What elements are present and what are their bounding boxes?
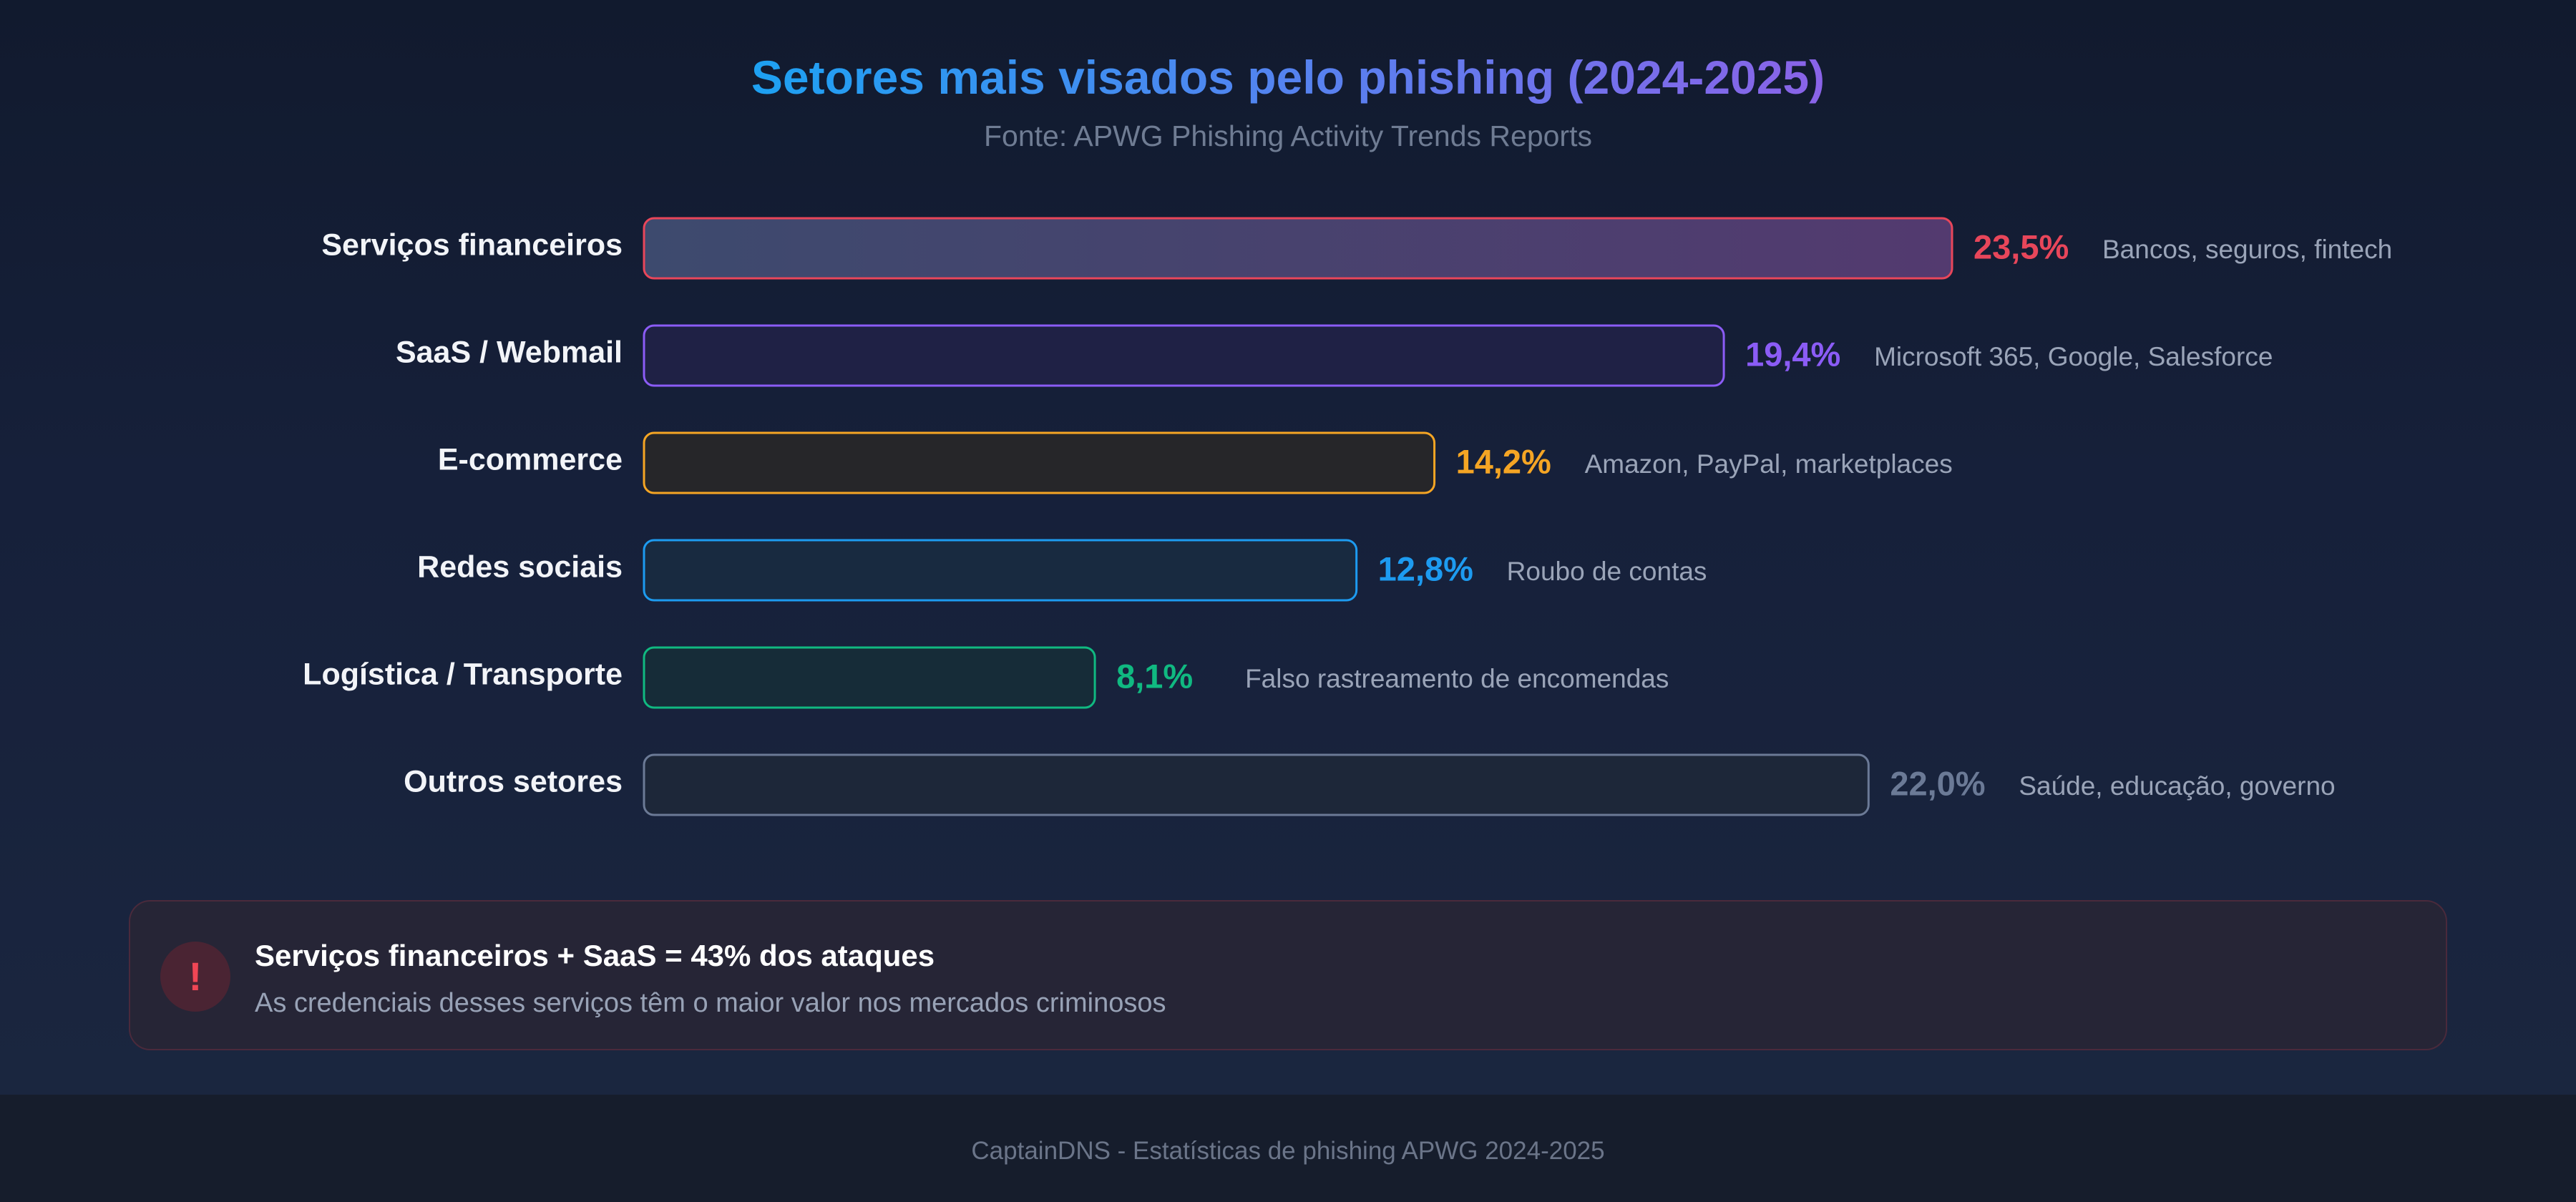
value-label: 23,5% [1974,228,2069,265]
category-label: Redes sociais [417,549,623,584]
value-label: 8,1% [1116,657,1193,695]
annotation-label: Roubo de contas [1507,557,1707,586]
annotation-label: Saúde, educação, governo [2019,771,2335,801]
category-label: Outros setores [404,764,623,798]
value-label: 22,0% [1890,764,1985,802]
insight-alert: ! Serviços financeiros + SaaS = 43% dos … [129,900,2447,1050]
bar [643,217,1953,280]
annotation-label: Microsoft 365, Google, Salesforce [1874,342,2273,371]
category-label: E-commerce [438,442,623,477]
annotation-label: Amazon, PayPal, marketplaces [1585,449,1953,479]
footer: CaptainDNS - Estatísticas de phishing AP… [0,1095,2576,1202]
chart-title: Setores mais visados pelo phishing (2024… [751,51,1825,104]
category-label: Logística / Transporte [303,657,623,691]
alert-title: Serviços financeiros + SaaS = 43% dos at… [255,939,935,972]
annotation-label: Bancos, seguros, fintech [2102,235,2392,264]
category-label: Serviços financeiros [321,228,623,262]
value-label: 14,2% [1456,442,1551,480]
bar [643,753,1870,816]
bar [643,431,1436,494]
bar [643,646,1096,709]
bar [643,539,1358,602]
bar-chart: Serviços financeiros 23,5% Bancos, seguros… [303,217,2392,816]
value-label: 19,4% [1745,335,1840,373]
alert-text: As credenciais desses serviços têm o mai… [255,988,1166,1018]
bar [643,324,1725,387]
footer-text: CaptainDNS - Estatísticas de phishing AP… [971,1137,1605,1165]
value-label: 12,8% [1378,549,1473,587]
category-label: SaaS / Webmail [396,335,623,369]
annotation-label: Falso rastreamento de encomendas [1245,664,1669,693]
chart-subtitle: Fonte: APWG Phishing Activity Trends Rep… [984,119,1592,152]
exclamation-icon: ! [160,942,230,1012]
